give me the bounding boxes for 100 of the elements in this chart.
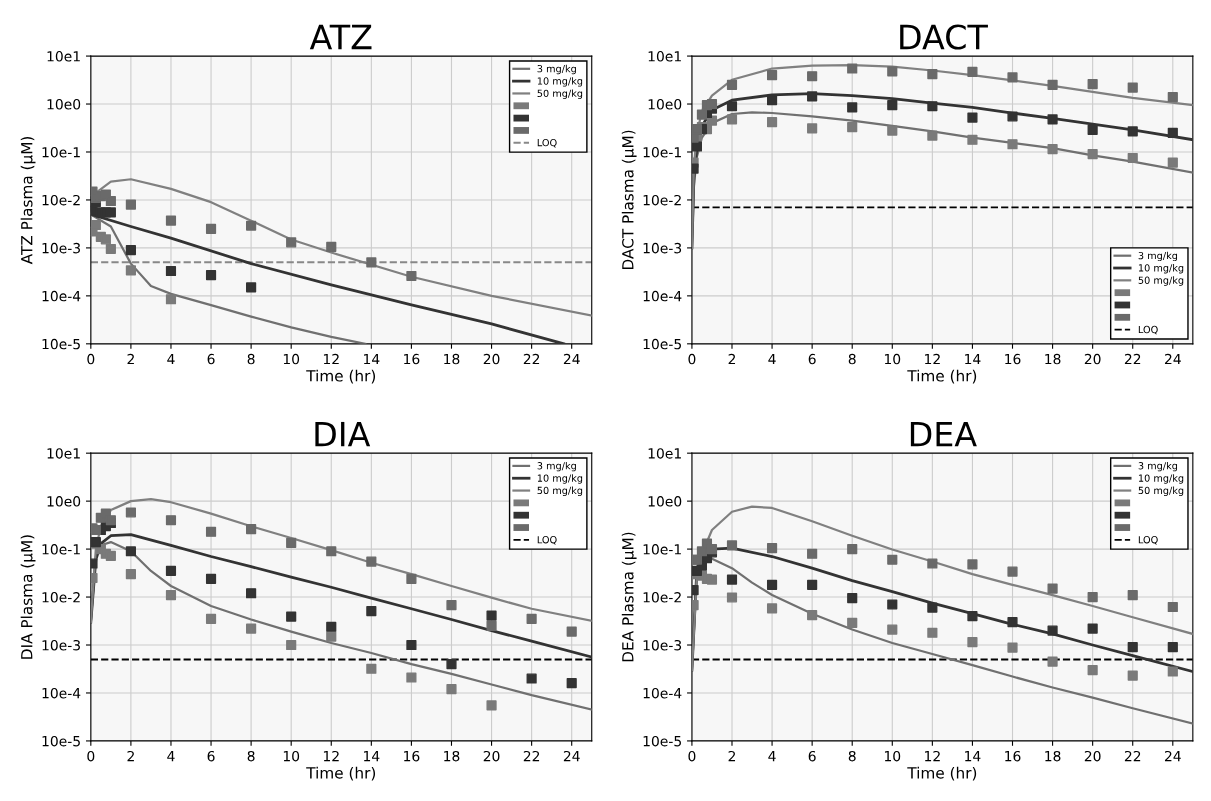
x-tick-label: 20 bbox=[483, 353, 500, 365]
y-tick-label: 10e-1 bbox=[42, 544, 80, 555]
x-tick-label: 24 bbox=[1164, 750, 1181, 762]
y-axis-title: ATZ Plasma (µM) bbox=[20, 136, 36, 265]
x-tick-label: 22 bbox=[1124, 750, 1141, 762]
x-tick-label: 6 bbox=[207, 750, 215, 762]
x-tick-label: 2 bbox=[127, 750, 134, 762]
legend-label: LOQ bbox=[537, 536, 557, 545]
legend-label: LOQ bbox=[1138, 536, 1158, 545]
y-tick-label: 10e-2 bbox=[42, 194, 80, 206]
x-tick-label: 6 bbox=[808, 750, 816, 762]
x-tick-label: 20 bbox=[483, 750, 500, 762]
x-tick-label: 8 bbox=[848, 353, 856, 365]
legend-label: 3 mg/kg bbox=[1138, 461, 1178, 472]
x-tick-label: 10 bbox=[283, 353, 300, 365]
y-tick-label: 10e-4 bbox=[643, 687, 682, 699]
x-tick-label: 0 bbox=[87, 353, 95, 365]
y-axis-title: DEA Plasma (µM) bbox=[621, 532, 637, 662]
y-tick-label: 10e-4 bbox=[42, 687, 81, 699]
x-axis-title: Time (hr) bbox=[907, 369, 977, 384]
legend-label: 10 mg/kg bbox=[537, 77, 583, 87]
x-tick-label: 24 bbox=[1164, 353, 1181, 365]
x-tick-label: 2 bbox=[728, 750, 736, 762]
y-tick-label: 10e-3 bbox=[643, 639, 682, 651]
y-tick-label: 10e-2 bbox=[643, 194, 681, 206]
y-axis-title: DIA Plasma (µM) bbox=[20, 535, 36, 659]
y-tick-label: 10e-3 bbox=[643, 242, 682, 254]
x-tick-label: 8 bbox=[247, 750, 255, 762]
x-tick-label: 12 bbox=[323, 750, 339, 762]
chart-title: DEA bbox=[910, 421, 977, 447]
x-tick-label: 4 bbox=[167, 353, 175, 365]
y-tick-label: 10e-3 bbox=[42, 242, 80, 254]
legend-label: 3 mg/kg bbox=[537, 64, 576, 75]
x-tick-label: 24 bbox=[563, 353, 580, 365]
legend-label: 3 mg/kg bbox=[1138, 251, 1178, 262]
x-tick-label: 22 bbox=[1124, 353, 1141, 365]
x-axis-title: Time (hr) bbox=[306, 369, 376, 384]
x-tick-label: 14 bbox=[364, 751, 380, 762]
y-tick-label: 10e1 bbox=[47, 448, 80, 459]
x-tick-label: 20 bbox=[1084, 750, 1101, 762]
x-tick-label: 10 bbox=[884, 353, 901, 365]
x-tick-label: 12 bbox=[925, 750, 940, 762]
x-tick-label: 18 bbox=[444, 750, 460, 762]
x-tick-label: 22 bbox=[523, 353, 540, 365]
x-tick-label: 22 bbox=[523, 750, 540, 762]
x-tick-label: 16 bbox=[1005, 353, 1021, 365]
x-tick-label: 12 bbox=[925, 353, 940, 365]
x-tick-label: 18 bbox=[444, 353, 460, 365]
x-axis-title: Time (hr) bbox=[306, 766, 376, 781]
x-axis-title: Time (hr) bbox=[907, 766, 977, 781]
y-tick-label: 10e0 bbox=[648, 99, 682, 110]
x-tick-label: 14 bbox=[364, 353, 380, 365]
x-tick-label: 18 bbox=[1045, 353, 1061, 365]
legend-label: 3 mg/kg bbox=[537, 461, 576, 472]
legend-label: 10 mg/kg bbox=[1138, 474, 1184, 484]
x-tick-label: 2 bbox=[728, 353, 736, 365]
legend-label: 50 mg/kg bbox=[537, 89, 583, 99]
y-tick-label: 10e0 bbox=[47, 99, 81, 110]
y-tick-label: 10e-1 bbox=[643, 146, 681, 158]
chart-title: DACT bbox=[900, 24, 988, 50]
x-tick-label: 6 bbox=[808, 353, 816, 365]
y-tick-label: 10e-2 bbox=[643, 592, 681, 603]
x-tick-label: 10 bbox=[283, 750, 300, 762]
legend-label: 10 mg/kg bbox=[537, 474, 583, 484]
y-tick-label: 10e-2 bbox=[42, 592, 80, 603]
x-tick-label: 0 bbox=[688, 353, 696, 365]
y-tick-label: 10e-5 bbox=[42, 338, 80, 350]
y-tick-label: 10e-4 bbox=[643, 290, 682, 302]
x-tick-label: 24 bbox=[563, 750, 580, 762]
x-tick-label: 12 bbox=[323, 353, 339, 365]
x-tick-label: 0 bbox=[688, 750, 696, 762]
legend-label: 10 mg/kg bbox=[1138, 264, 1184, 274]
y-tick-label: 10e0 bbox=[648, 496, 682, 507]
x-tick-label: 8 bbox=[247, 353, 255, 365]
y-tick-label: 10e1 bbox=[47, 51, 80, 62]
legend-label: LOQ bbox=[537, 138, 557, 148]
legend-label: 50 mg/kg bbox=[1138, 276, 1184, 286]
x-tick-label: 14 bbox=[965, 751, 981, 762]
chart-title: DIA bbox=[315, 421, 371, 447]
x-tick-label: 4 bbox=[768, 751, 776, 762]
y-tick-label: 10e-1 bbox=[42, 146, 80, 158]
legend-label: 50 mg/kg bbox=[537, 486, 583, 496]
y-tick-label: 10e1 bbox=[648, 448, 681, 459]
x-tick-label: 4 bbox=[768, 353, 776, 365]
legend-label: 50 mg/kg bbox=[1138, 486, 1184, 496]
x-tick-label: 16 bbox=[404, 353, 420, 365]
chart-title: ATZ bbox=[309, 24, 372, 50]
y-tick-label: 10e-4 bbox=[42, 290, 81, 302]
x-tick-label: 10 bbox=[884, 750, 901, 762]
y-tick-label: 10e-1 bbox=[643, 544, 681, 555]
y-tick-label: 10e1 bbox=[648, 51, 681, 62]
x-tick-label: 20 bbox=[1084, 353, 1101, 365]
y-tick-label: 10e0 bbox=[47, 496, 81, 507]
x-tick-label: 4 bbox=[167, 751, 175, 762]
y-tick-label: 10e-3 bbox=[42, 639, 80, 651]
x-tick-label: 16 bbox=[404, 750, 420, 762]
legend-label: LOQ bbox=[1138, 325, 1158, 335]
y-axis-title: DACT Plasma (µM) bbox=[621, 130, 637, 270]
x-tick-label: 18 bbox=[1045, 750, 1061, 762]
x-tick-label: 6 bbox=[207, 353, 215, 365]
